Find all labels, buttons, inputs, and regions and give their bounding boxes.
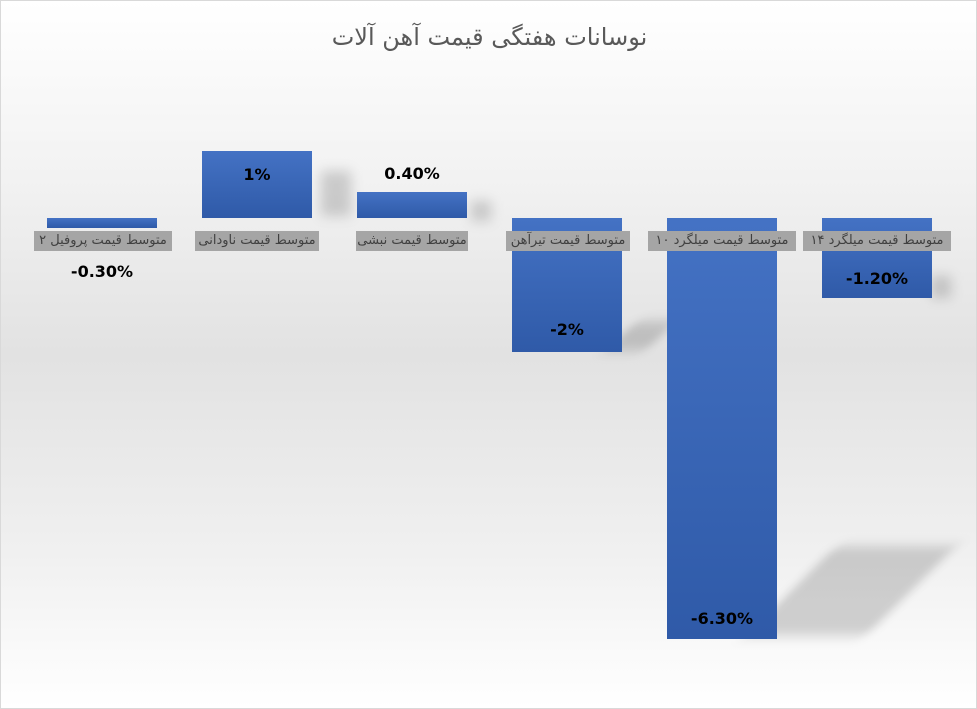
bar-profile-2[interactable]: [47, 218, 157, 228]
value-label: 1%: [243, 165, 271, 184]
bar-nabshi[interactable]: [357, 192, 467, 218]
category-label: متوسط قیمت پروفیل ۲: [34, 231, 172, 251]
category-label: متوسط قیمت ناودانی: [195, 231, 319, 251]
bar-navdani[interactable]: [202, 151, 312, 218]
value-label: -2%: [550, 320, 584, 339]
bar-shadow: [471, 201, 491, 221]
chart-title: نوسانات هفتگی قیمت آهن آلات: [331, 23, 648, 51]
category-label: متوسط قیمت تیرآهن: [506, 231, 630, 251]
bar-shadow: [931, 276, 951, 298]
value-label: -6.30%: [690, 609, 754, 628]
category-label: متوسط قیمت نبشی: [356, 231, 468, 251]
category-label: متوسط قیمت میلگرد ۱۴: [803, 231, 951, 251]
value-label: -0.30%: [70, 262, 134, 281]
bar-milgerd-10[interactable]: [667, 218, 777, 639]
value-label: -1.20%: [845, 269, 909, 288]
bar-shadow: [321, 171, 351, 216]
value-label: 0.40%: [384, 164, 440, 183]
bar-shadow: [746, 546, 956, 636]
category-label: متوسط قیمت میلگرد ۱۰: [648, 231, 796, 251]
